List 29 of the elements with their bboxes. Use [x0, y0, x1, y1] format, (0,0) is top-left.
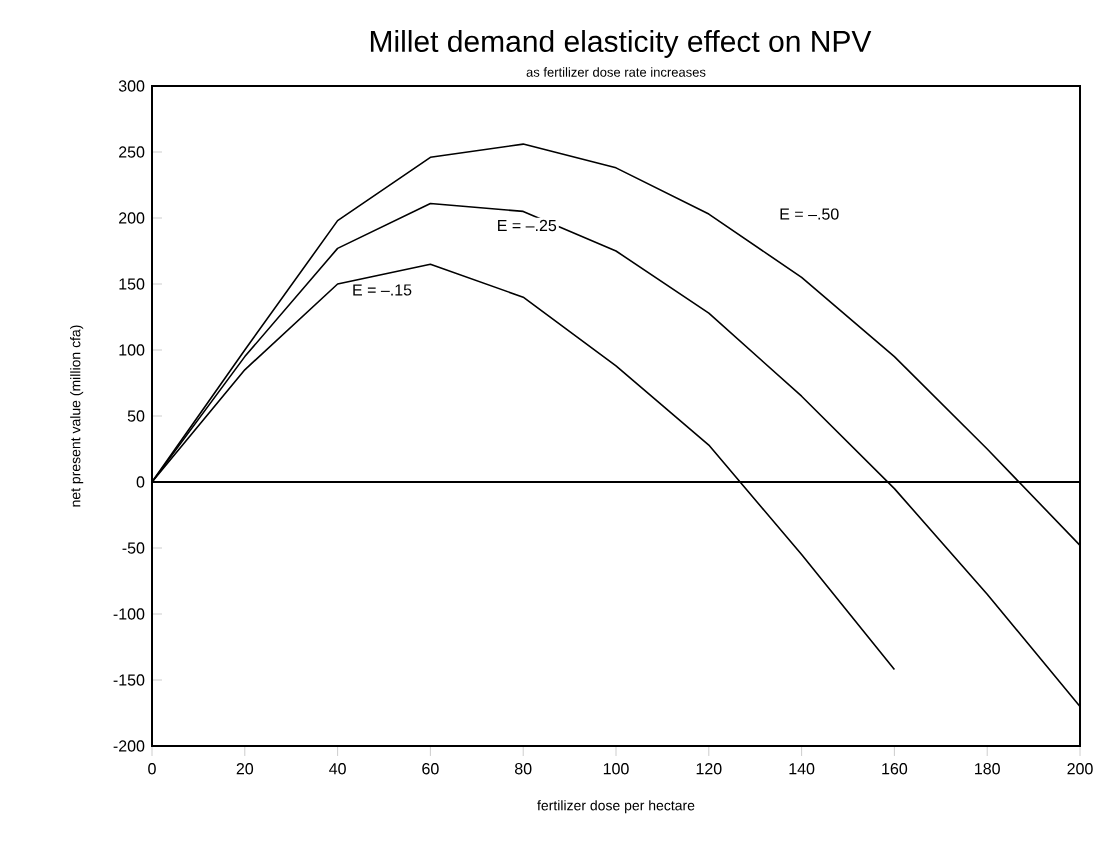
x-tick-label: 160	[882, 763, 908, 775]
y-tick-label: 200	[119, 212, 145, 224]
x-tick-label: 80	[515, 763, 532, 775]
y-axis-title: net present value (million cfa)	[70, 325, 84, 507]
y-tick-label: -50	[122, 542, 145, 554]
x-tick-label: 60	[422, 763, 439, 775]
x-tick-label: 120	[696, 763, 722, 775]
y-tick-label: -100	[113, 608, 145, 620]
y-tick-label: 50	[127, 410, 145, 422]
chart-subtitle: as fertilizer dose rate increases	[526, 67, 706, 77]
y-tick-label: -150	[113, 674, 145, 686]
y-tick-label: 250	[119, 146, 145, 158]
y-tick-label: 100	[119, 344, 145, 356]
x-tick-label: 20	[236, 763, 254, 775]
series-label: E = –.25	[498, 219, 557, 232]
x-tick-label: 40	[329, 763, 346, 775]
text: E = –.50	[780, 208, 839, 220]
series-label: E = –.15	[353, 284, 412, 296]
x-tick-label: 180	[975, 763, 1000, 775]
y-tick-label: 0	[136, 476, 145, 488]
chart-title: Millet demand elasticity effect on NPV	[370, 30, 872, 58]
x-tick-label: 200	[1067, 763, 1093, 775]
x-axis-title: fertilizer dose per hectare	[537, 800, 695, 814]
x-tick-label: 140	[789, 763, 815, 775]
y-tick-label: 150	[119, 278, 145, 290]
x-tick-label: 100	[603, 763, 629, 775]
y-tick-label: -200	[113, 740, 145, 752]
x-tick-label: 0	[148, 763, 156, 775]
y-tick-label: 300	[118, 80, 145, 92]
